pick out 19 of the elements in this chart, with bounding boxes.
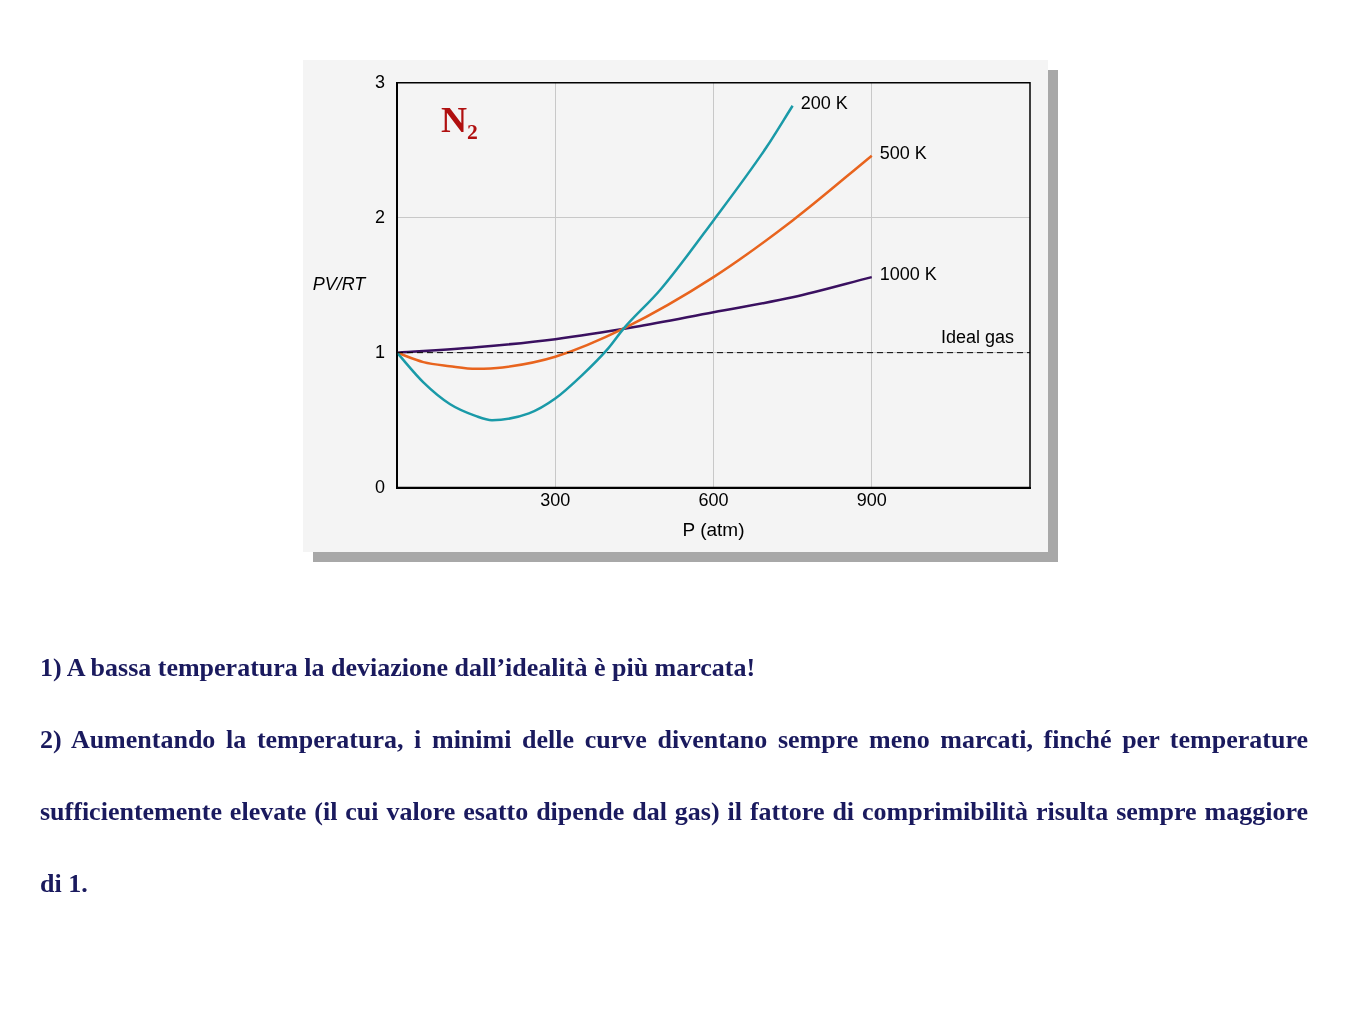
ref-line-label: Ideal gas [940, 326, 1014, 347]
line-series [397, 104, 794, 422]
x-tick-label: 300 [540, 490, 571, 511]
series-label: 500 K [879, 142, 927, 163]
text: 2) Aumentando la temperatura, i minimi delle curve diventano sempre meno marcati, finché per temperature sufficientemente elevate (il cui valore esatto dipende dal gas) il fattore di comprimibilità risulta sempre maggiore di 1. [40, 725, 1308, 898]
x-tick-label: 600 [698, 490, 729, 511]
y-tick-label: 3 [375, 71, 386, 92]
text: 1) A bassa temperatura la deviazione dall’idealità è più marcata! [40, 652, 757, 684]
y-axis-title: PV/RT [312, 274, 368, 295]
y-tick-label: 0 [375, 476, 386, 497]
series-label: 1000 K [879, 264, 937, 285]
text: N₂ [441, 100, 478, 141]
series-label: 200 K [800, 92, 848, 113]
line-series [397, 275, 873, 354]
x-axis-title: P (atm) [682, 518, 745, 540]
line-series [397, 154, 873, 371]
y-tick-label: 1 [375, 341, 386, 362]
y-tick-label: 2 [375, 206, 386, 227]
x-tick-label: 900 [856, 490, 887, 511]
